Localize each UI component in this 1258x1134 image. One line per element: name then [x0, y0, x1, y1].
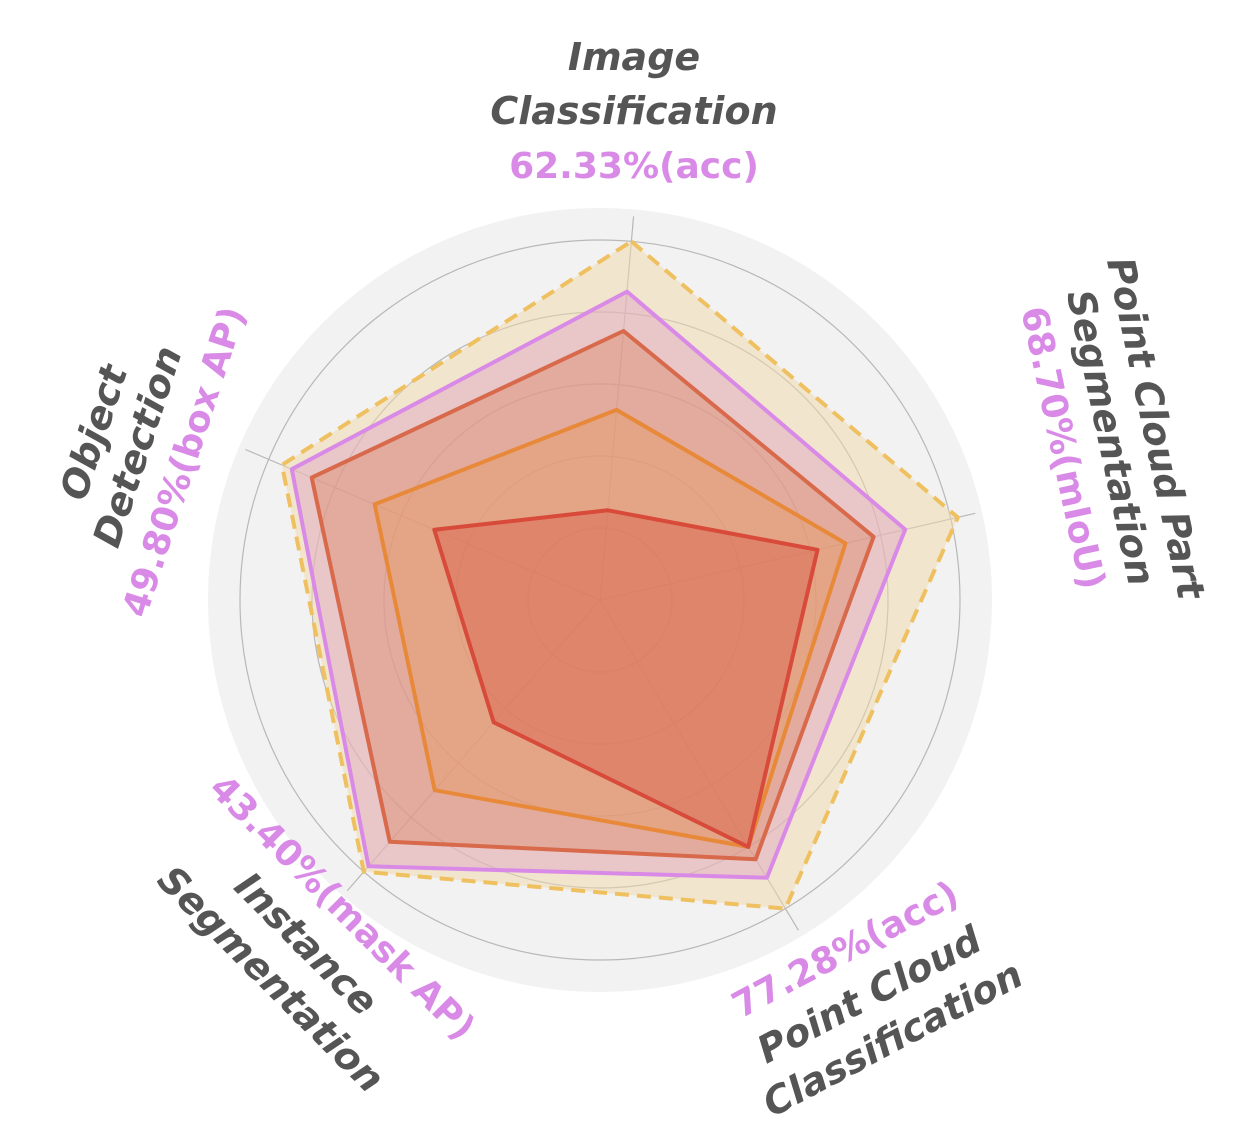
axis-score: 62.33%(acc) [509, 146, 759, 187]
series-1-polygon [432, 508, 820, 849]
series-3-polygon [309, 329, 876, 862]
axis-name-line: Image [568, 35, 700, 79]
series-5-polygon [279, 239, 960, 911]
radar-series [279, 239, 960, 911]
grid-ring-5 [239, 239, 961, 961]
axis-label-1: Image Classification 62.33%(acc) [490, 35, 777, 187]
series-2-polygon [372, 407, 848, 849]
axis-name-line: Classification [490, 89, 777, 133]
